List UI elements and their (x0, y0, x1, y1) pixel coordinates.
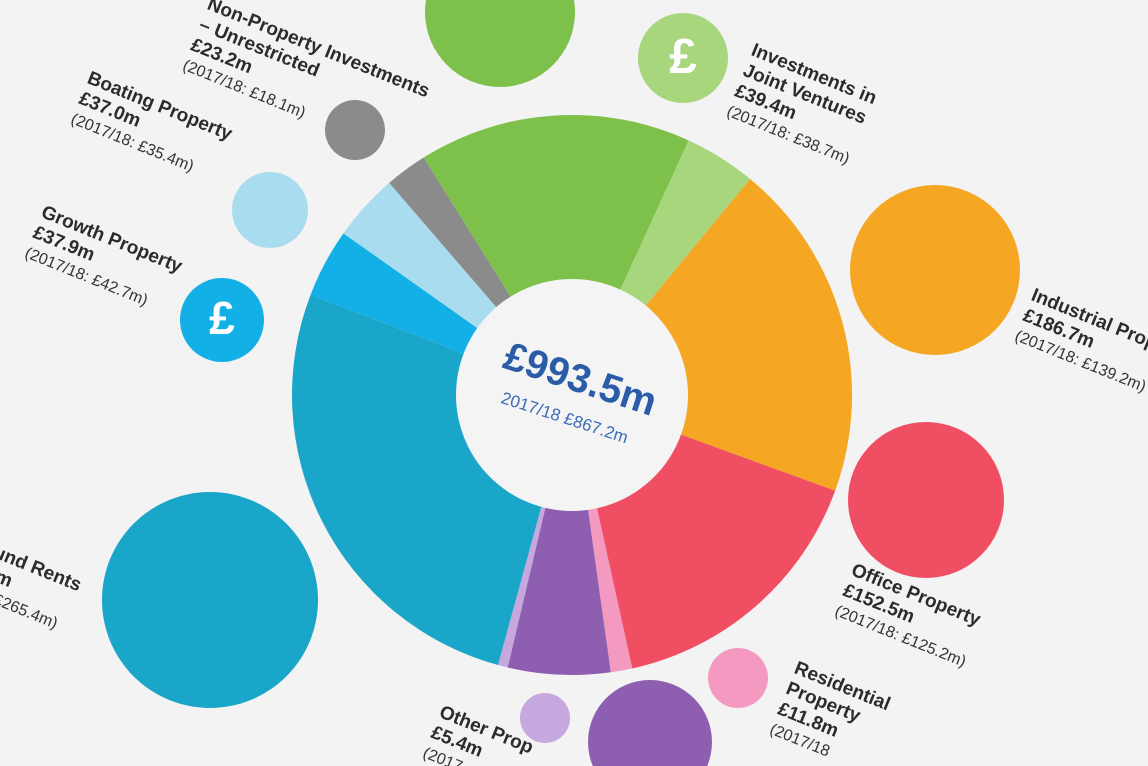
icon (850, 185, 1020, 355)
icon (520, 693, 570, 743)
icon (708, 648, 768, 708)
segment (507, 395, 611, 675)
icon (102, 492, 318, 708)
donut-hole (456, 279, 688, 511)
icon (180, 278, 264, 362)
icon (325, 100, 385, 160)
icon (425, 0, 575, 87)
icon (232, 172, 308, 248)
icon (588, 680, 712, 766)
icon (848, 422, 1004, 578)
icon-symbol: £ (669, 29, 697, 84)
icon (638, 13, 728, 103)
segment (423, 115, 689, 396)
icon-symbol: £ (209, 292, 235, 344)
